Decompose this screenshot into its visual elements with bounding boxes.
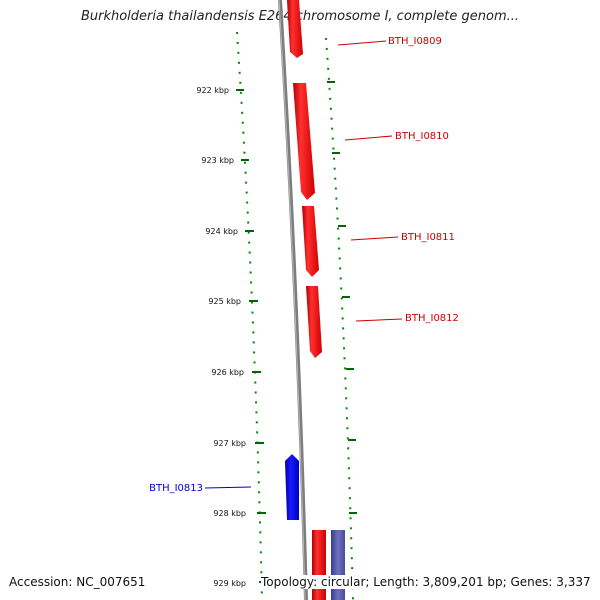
gene-arrow-bth-i0809[interactable] [287,0,303,58]
scale-label-927: 927 kbp [213,439,246,448]
outer-dotted-ring [325,37,354,600]
label-line-bth-i0811 [350,236,399,241]
gene-label-bth-i0812[interactable]: BTH_I0812 [405,313,459,324]
gene-label-bth-i0811[interactable]: BTH_I0811 [401,232,455,243]
gene-block-partial-purple[interactable] [331,530,345,600]
gene-arrow-bth-i0813[interactable] [285,454,299,520]
scale-label-925: 925 kbp [208,297,241,306]
gene-label-bth-i0809[interactable]: BTH_I0809 [388,36,442,47]
gene-arrow-bth-i0810[interactable] [293,83,315,200]
label-line-bth-i0813 [204,486,252,489]
gene-arrow-bth-i0812[interactable] [306,286,322,358]
label-line-bth-i0812 [355,318,403,322]
scale-label-923: 923 kbp [201,156,234,165]
chromosome-backbone [278,0,308,600]
scale-label-929: 929 kbp [213,579,246,588]
ring-ticks [236,81,357,583]
accession-text: Accession: NC_007651 [9,575,146,589]
scale-label-922: 922 kbp [196,86,229,95]
gene-block-partial-red[interactable] [312,530,326,600]
scale-label-924: 924 kbp [205,227,238,236]
gene-label-bth-i0810[interactable]: BTH_I0810 [395,131,449,142]
scale-label-926: 926 kbp [211,368,244,377]
gene-label-bth-i0813[interactable]: BTH_I0813 [149,483,203,494]
label-line-bth-i0810 [344,135,393,141]
scale-label-928: 928 kbp [213,509,246,518]
label-line-bth-i0809 [337,40,387,46]
gene-arrow-bth-i0811[interactable] [302,206,319,277]
topology-text: Topology: circular; Length: 3,809,201 bp… [261,575,591,589]
